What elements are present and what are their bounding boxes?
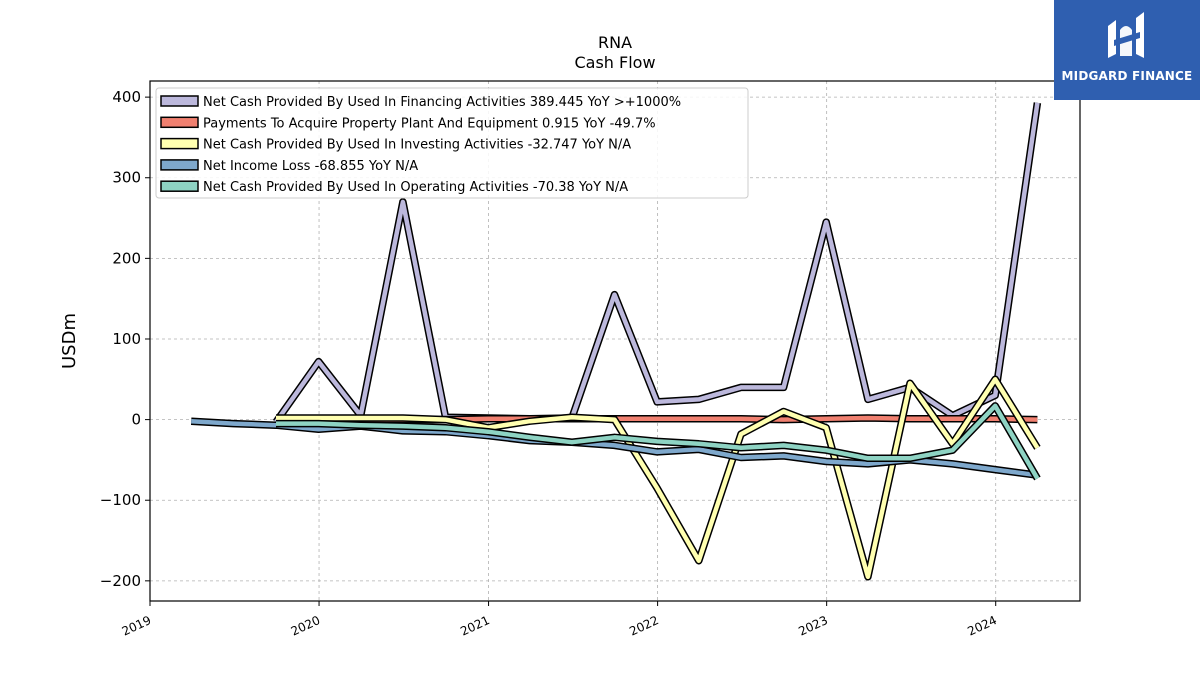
chart-title: RNA [598,33,632,52]
brand-logo: MIDGARD FINANCE [1054,0,1200,100]
legend-swatch [160,137,199,150]
series-lines [190,102,1042,581]
legend-label: Net Cash Provided By Used In Investing A… [203,138,631,153]
legend-entry: Net Cash Provided By Used In Operating A… [160,180,628,195]
legend-label: Payments To Acquire Property Plant And E… [203,116,656,131]
legend-swatch [160,116,199,129]
y-tick-label: −100 [100,491,141,509]
legend-label: Net Income Loss -68.855 YoY N/A [203,159,418,174]
legend-label: Net Cash Provided By Used In Operating A… [203,180,628,195]
legend-swatch [160,180,199,192]
y-axis-label: USDm [59,313,80,369]
series-5 [276,402,1041,481]
y-tick-label: 100 [112,330,141,348]
legend-entry: Net Cash Provided By Used In Financing A… [160,95,681,110]
legend-label: Net Cash Provided By Used In Financing A… [203,95,681,110]
legend-entry: Payments To Acquire Property Plant And E… [160,116,656,131]
x-tick-label: 2024 [965,613,999,639]
series-4 [190,417,1038,479]
brand-name: MIDGARD FINANCE [1061,69,1193,83]
y-tick-label: −200 [100,572,141,590]
legend-box [155,87,749,199]
y-tick-label: 0 [131,411,141,429]
chart-subtitle: Cash Flow [574,53,655,72]
y-tick-label: 300 [112,169,141,187]
axes: −200 −100 0 100 200 300 400 2019 2020 2021 2022 202… [100,88,999,639]
midgard-logo-icon [1108,12,1144,58]
legend-entry: Net Cash Provided By Used In Investing A… [160,137,631,153]
series-line-outline [276,375,1041,581]
y-tick-label: 200 [112,249,141,267]
series-line [276,403,1040,480]
series-line [276,377,1040,580]
legend-swatch [160,95,199,107]
x-tick-label: 2022 [627,613,661,639]
x-tick-label: 2019 [120,613,154,639]
legend: Net Cash Provided By Used In Financing A… [155,87,749,199]
x-tick-label: 2023 [796,613,830,639]
x-tick-label: 2021 [458,613,492,639]
y-tick-label: 400 [112,88,141,106]
legend-entry: Net Income Loss -68.855 YoY N/A [160,159,418,174]
series-3 [276,375,1041,581]
x-tick-label: 2020 [289,613,323,639]
legend-swatch [160,159,199,171]
plot-area-frame [149,80,1081,602]
